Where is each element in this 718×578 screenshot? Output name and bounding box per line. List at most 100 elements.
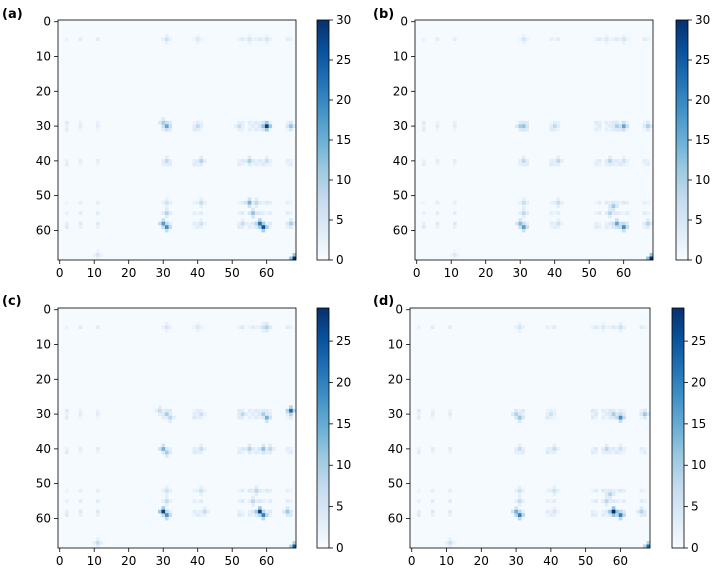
x-tick-label: 30 [513, 266, 528, 280]
heatmap-cell [240, 450, 245, 455]
heatmap-cell [261, 37, 266, 42]
heatmap-cell [261, 221, 266, 226]
heatmap-cell [95, 221, 100, 226]
heatmap-cell [448, 537, 452, 542]
heatmap-cell [164, 499, 169, 503]
heatmap-cell [95, 447, 100, 451]
heatmap-cell [622, 447, 626, 451]
heatmap-cell [517, 447, 522, 451]
heatmap-cell [597, 221, 602, 226]
heatmap-cell [525, 159, 530, 163]
colorbar-tick-label: 5 [695, 213, 703, 227]
heatmap-cell [64, 412, 69, 417]
heatmap-cell [161, 443, 166, 448]
heatmap-cell [556, 37, 561, 42]
heatmap-cell [192, 488, 197, 493]
heatmap-cell [251, 499, 255, 503]
heatmap-cell [549, 162, 554, 167]
heatmap-cell [261, 321, 266, 326]
heatmap-cell [264, 328, 269, 333]
heatmap-cell [556, 124, 561, 129]
heatmap-cell [435, 37, 440, 42]
heatmap-cell [646, 256, 650, 261]
heatmap-cell [611, 488, 616, 493]
heatmap-cell [199, 218, 204, 222]
heatmap-cell [594, 159, 599, 163]
heatmap-cell [285, 509, 290, 514]
heatmap-cell [95, 509, 100, 514]
heatmap-cell [285, 499, 290, 503]
heatmap-cell [258, 412, 262, 417]
colorbar-tick-label: 20 [336, 375, 351, 389]
heatmap-cell [608, 214, 612, 219]
heatmap-cell [646, 127, 650, 132]
heatmap-cell [78, 488, 83, 493]
heatmap-cell [448, 447, 452, 451]
colorbar-tick-label: 10 [695, 173, 710, 187]
x-tick-label: 20 [121, 554, 136, 568]
heatmap-cell [261, 513, 266, 517]
heatmap-cell [643, 415, 647, 420]
y-tick-label: 50 [388, 477, 403, 491]
heatmap-cell [615, 447, 619, 451]
heatmap-cell [514, 506, 519, 510]
heatmap-cell [435, 120, 440, 125]
heatmap-cell [247, 120, 252, 125]
heatmap-cell [590, 325, 595, 330]
heatmap-cell [251, 502, 255, 507]
heatmap-cell [268, 513, 273, 517]
heatmap-cell [549, 200, 554, 205]
heatmap-cell [261, 225, 266, 229]
heatmap-cell [552, 450, 557, 455]
heatmap-cell [78, 162, 83, 167]
heatmap-cell [646, 541, 651, 545]
heatmap-cell [264, 120, 269, 125]
heatmap-cell [240, 211, 245, 215]
heatmap-cell [556, 159, 561, 163]
heatmap-cell [611, 124, 616, 129]
heatmap-cell [646, 412, 651, 417]
y-tick-label: 30 [36, 407, 51, 421]
heatmap-cell [237, 124, 242, 129]
heatmap-cell [615, 408, 619, 413]
heatmap-cell [604, 447, 609, 451]
heatmap-cell [521, 37, 526, 42]
heatmap-cell [95, 513, 100, 517]
heatmap-cell [416, 325, 421, 330]
heatmap-cell [559, 159, 564, 163]
heatmap-cell [608, 499, 612, 503]
heatmap-cell [264, 513, 269, 517]
heatmap-cell [247, 408, 252, 413]
heatmap-cell [292, 253, 297, 257]
heatmap-cell [611, 499, 616, 503]
heatmap-cell [448, 513, 452, 517]
heatmap-cell [430, 412, 435, 417]
x-tick-label: 20 [474, 554, 489, 568]
heatmap-cell [240, 447, 245, 451]
heatmap-cell [247, 200, 252, 205]
heatmap-cell [195, 415, 200, 420]
heatmap-cell [285, 513, 290, 517]
heatmap-cell [518, 127, 523, 132]
heatmap-cell [448, 408, 452, 413]
heatmap-cell [521, 513, 525, 517]
heatmap-cell [639, 506, 644, 510]
heatmap-cell [608, 492, 612, 497]
heatmap-cell [161, 127, 166, 132]
heatmap-cell [264, 509, 269, 514]
heatmap-cell [430, 325, 435, 330]
heatmap-cell [254, 197, 259, 202]
heatmap-cell [164, 454, 169, 458]
heatmap-cell [199, 447, 204, 451]
heatmap-cell [625, 211, 630, 215]
heatmap-cell [168, 124, 173, 129]
heatmap-cell [199, 37, 204, 42]
heatmap-cell [247, 159, 252, 163]
heatmap-cell [268, 162, 273, 167]
heatmap-cell [521, 155, 526, 160]
heatmap-cell [240, 513, 245, 517]
heatmap-cell [521, 450, 525, 455]
heatmap-cell [95, 159, 100, 163]
heatmap-cell [444, 541, 449, 545]
heatmap-cell [264, 40, 269, 45]
